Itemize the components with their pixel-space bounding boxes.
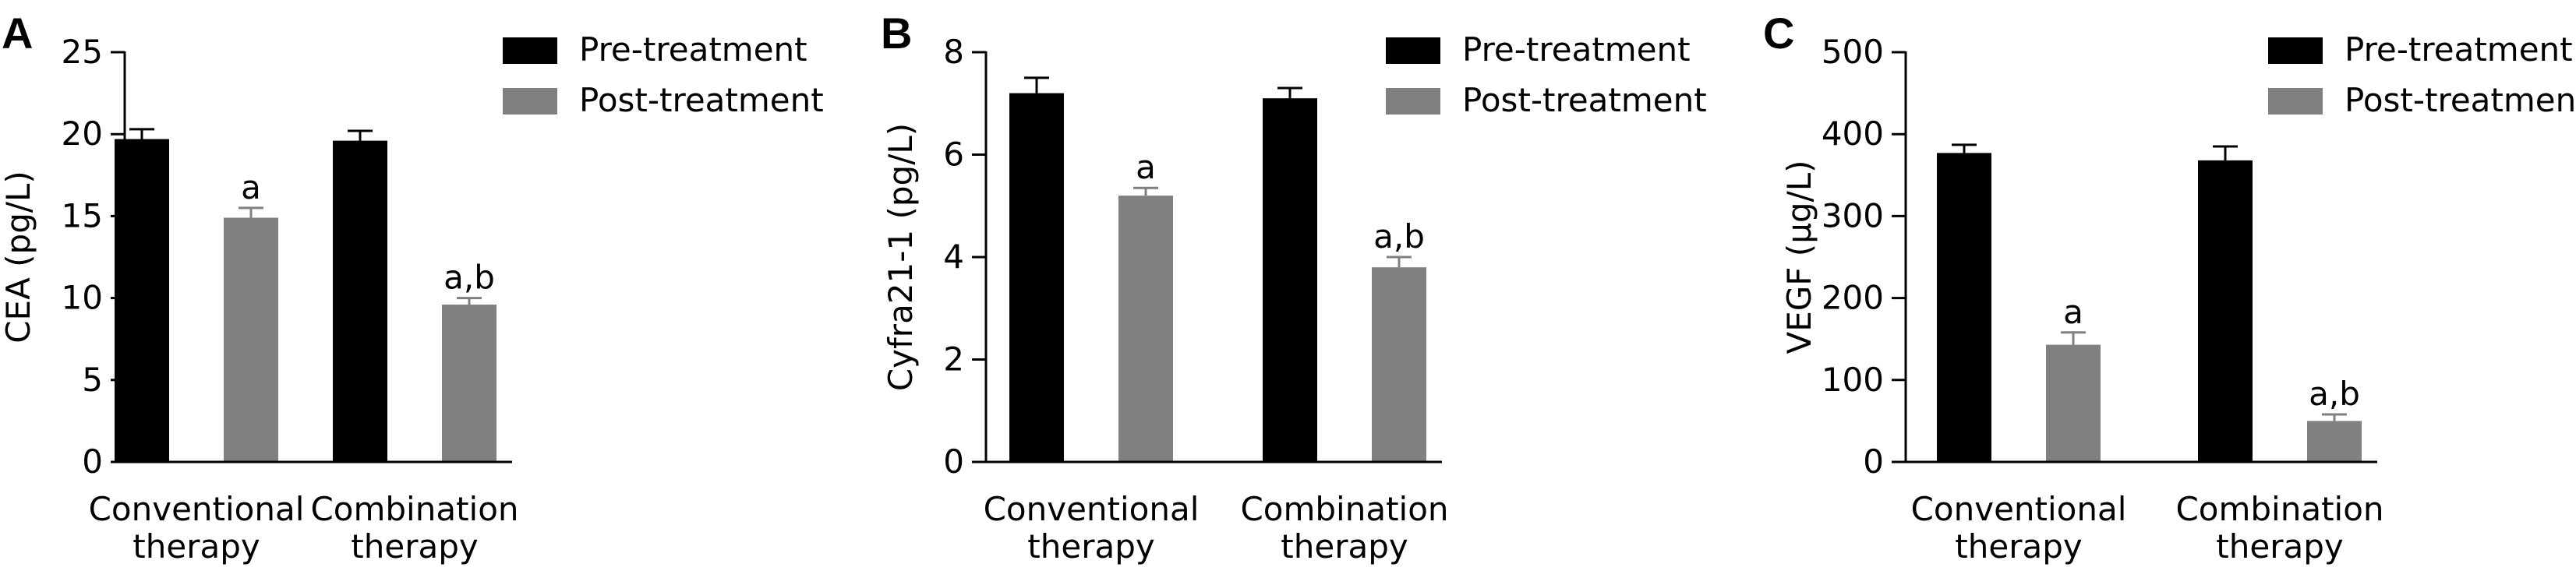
panel-b-legend-label: Post-treatment <box>1462 81 1707 119</box>
panel-a-bar <box>333 140 387 462</box>
panel-c-legend-swatch <box>2268 88 2323 115</box>
panel-a-y-tick-label: 0 <box>82 442 103 481</box>
panel-b-x-category-label: Combination <box>1240 490 1448 528</box>
panel-c-y-tick-label: 500 <box>1822 33 1884 71</box>
panel-c-significance-label: a <box>2063 293 2083 331</box>
panel-c-bar <box>1937 153 1991 462</box>
panel-a-y-tick-label: 15 <box>62 196 103 234</box>
panel-b-bar <box>1118 196 1173 462</box>
panel-a-x-category-label: Combination <box>310 490 518 528</box>
panel-b-y-tick-label: 8 <box>943 33 964 71</box>
panel-b-y-tick-label: 0 <box>943 442 964 481</box>
panel-c-y-tick-label: 100 <box>1822 361 1884 399</box>
panel-a-y-tick-label: 25 <box>62 33 103 71</box>
panel-c-legend-label: Post-treatment <box>2345 81 2576 119</box>
panel-a-y-tick-label: 10 <box>62 279 103 317</box>
panel-a-x-category-label: therapy <box>351 527 478 566</box>
panel-c-x-category-label: Conventional <box>1911 490 2127 528</box>
panel-a-y-tick-label: 20 <box>62 115 103 153</box>
panel-a-bar <box>224 217 278 462</box>
panel-a-x-category-label: Conventional <box>89 490 305 528</box>
panel-b-y-tick-label: 4 <box>943 238 964 276</box>
panel-c-bar <box>2198 160 2253 462</box>
panel-b-y-axis-title: Cyfra21-1 (pg/L) <box>882 123 920 391</box>
panel-c-x-category-label: therapy <box>1955 527 2082 566</box>
panel-c-bar <box>2046 344 2101 462</box>
panel-b-y-tick-label: 6 <box>943 136 964 174</box>
panel-c-x-category-label: Combination <box>2175 490 2383 528</box>
panel-b-x-category-label: therapy <box>1281 527 1408 566</box>
panel-b-bar <box>1372 267 1426 462</box>
panel-b-bar <box>1009 93 1064 462</box>
panel-a-legend-label: Pre-treatment <box>579 30 807 69</box>
panel-a-y-tick-label: 5 <box>82 361 103 399</box>
panel-a-x-category-label: therapy <box>133 527 260 566</box>
panel-c-y-tick-label: 400 <box>1822 115 1884 153</box>
panel-c-letter: C <box>1763 9 1794 58</box>
panel-b-bar <box>1263 98 1317 463</box>
panel-b-letter: B <box>881 9 912 58</box>
panel-c-x-category-label: therapy <box>2216 527 2343 566</box>
panel-b-significance-label: a <box>1136 148 1156 186</box>
panel-c-y-axis-title: VEGF (μg/L) <box>1780 160 1818 354</box>
panel-c-significance-label: a,b <box>2309 375 2360 413</box>
panel-b-legend-swatch <box>1386 88 1440 115</box>
panel-c-bar <box>2307 421 2362 462</box>
panel-a-significance-label: a,b <box>443 259 495 297</box>
panel-a-legend-swatch <box>503 37 557 64</box>
panel-c-y-tick-label: 0 <box>1863 442 1884 481</box>
panel-b-x-category-label: Conventional <box>984 490 1200 528</box>
panel-a-legend-swatch <box>503 88 557 115</box>
panel-a-y-axis-title: CEA (pg/L) <box>0 171 37 344</box>
panel-a-significance-label: a <box>241 168 261 206</box>
panel-b-legend-swatch <box>1386 37 1440 64</box>
panel-b-y-tick-label: 2 <box>943 340 964 379</box>
panel-c-legend-label: Pre-treatment <box>2345 30 2573 69</box>
panel-b-legend-label: Pre-treatment <box>1462 30 1691 69</box>
panel-c-legend-swatch <box>2268 37 2323 64</box>
panel-a-bar <box>115 139 169 462</box>
panel-b-significance-label: a,b <box>1373 217 1425 256</box>
panel-c-y-tick-label: 200 <box>1822 279 1884 317</box>
panel-a-legend-label: Post-treatment <box>579 81 824 119</box>
panel-a-bar <box>442 305 496 462</box>
panel-a-letter: A <box>2 9 33 58</box>
panel-b-x-category-label: therapy <box>1027 527 1154 566</box>
panel-c-y-tick-label: 300 <box>1822 196 1884 234</box>
